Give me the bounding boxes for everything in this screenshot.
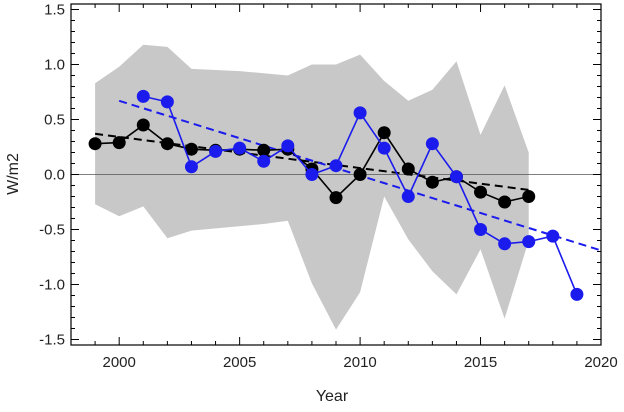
- x-axis-title: Year: [316, 388, 349, 405]
- y-tick-label: -0.5: [39, 222, 65, 239]
- series-1-point: [112, 136, 126, 150]
- uncertainty-band: [95, 44, 529, 330]
- series-2-point: [522, 235, 536, 249]
- x-tick-label: 2010: [343, 354, 376, 371]
- uncertainty-band-layer: [95, 44, 529, 330]
- y-tick-label: 1.5: [44, 2, 65, 19]
- series-1-point: [136, 118, 150, 132]
- series-2-point: [546, 229, 560, 243]
- series-2-point: [353, 106, 367, 120]
- y-tick-label: 0.5: [44, 112, 65, 129]
- series-2-point: [401, 190, 415, 203]
- x-tick-label: 2005: [223, 354, 256, 371]
- series-2-point: [233, 141, 247, 155]
- series-2-point: [209, 144, 223, 158]
- series-1-point: [474, 185, 488, 199]
- series-1-point: [329, 191, 343, 205]
- series-2-point: [425, 137, 439, 151]
- series-1-point: [522, 190, 536, 203]
- y-tick-label: 0.0: [44, 167, 65, 184]
- series-2-point: [498, 237, 512, 251]
- series-1-point: [184, 142, 198, 156]
- series-layer: [88, 89, 584, 301]
- series-1-point: [401, 162, 415, 176]
- x-tick-label: 2015: [464, 354, 497, 371]
- y-tick-label: -1.5: [39, 332, 65, 349]
- tick-layer: 2000 2005 2010 2015 2020 -1.5 -1.0 -0.5 0.0 0.5 1.…: [39, 2, 618, 372]
- y-axis-title: W/m2: [5, 153, 22, 195]
- x-tick-label: 2000: [102, 354, 135, 371]
- series-2-point: [377, 141, 391, 155]
- series-1-point: [377, 126, 391, 140]
- series-2-point: [329, 159, 343, 173]
- series-1-point: [425, 175, 439, 189]
- series-1-point: [498, 195, 512, 209]
- series-2-point: [281, 139, 295, 153]
- series-2-point: [449, 170, 463, 184]
- series-2-point: [136, 89, 150, 103]
- series-2-point: [257, 154, 271, 168]
- series-1-point: [160, 137, 174, 151]
- series-2-point: [474, 223, 488, 236]
- series-2-point: [570, 287, 584, 301]
- x-tick-label: 2020: [584, 354, 617, 371]
- series-2-point: [305, 168, 319, 181]
- series-2: [136, 89, 584, 301]
- series-1-point: [88, 137, 102, 151]
- series-2-point: [184, 160, 198, 174]
- series-1-point: [257, 143, 271, 157]
- series-1-point: [353, 168, 367, 181]
- y-tick-label: -1.0: [39, 277, 65, 294]
- series-2-point: [160, 95, 174, 109]
- y-tick-label: 1.0: [44, 57, 65, 74]
